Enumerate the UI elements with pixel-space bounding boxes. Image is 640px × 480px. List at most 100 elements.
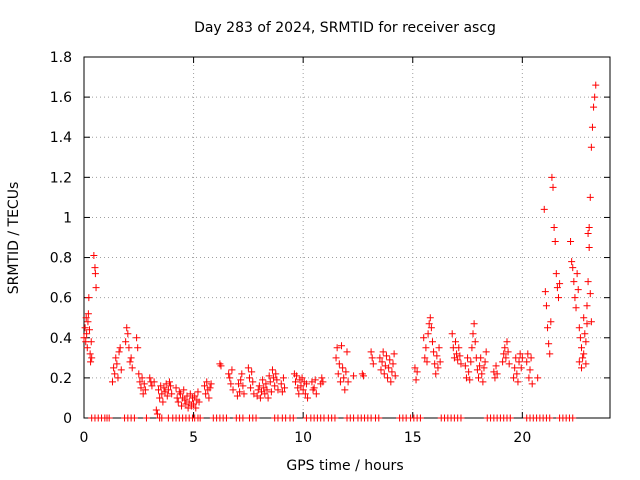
data-point <box>369 360 377 368</box>
data-point <box>178 402 186 410</box>
data-point <box>473 366 481 374</box>
data-point <box>421 354 429 362</box>
data-point <box>301 390 309 398</box>
data-point <box>228 366 236 374</box>
data-point <box>340 374 348 382</box>
data-point <box>571 294 579 302</box>
data-point <box>423 358 431 366</box>
data-point <box>90 252 98 260</box>
data-point <box>112 354 120 362</box>
data-point <box>477 354 485 362</box>
data-point <box>376 354 384 362</box>
data-point <box>469 330 477 338</box>
data-point <box>568 258 576 266</box>
data-point <box>85 326 93 334</box>
data-point <box>549 183 557 191</box>
data-point <box>514 378 522 386</box>
data-point <box>159 398 167 406</box>
data-point <box>123 324 131 332</box>
data-point <box>413 368 421 376</box>
data-point <box>126 358 134 366</box>
data-point <box>588 123 596 131</box>
data-point <box>436 358 444 366</box>
data-point <box>105 414 113 422</box>
data-point <box>583 320 591 328</box>
data-point <box>127 354 135 362</box>
data-point <box>582 338 590 346</box>
data-point <box>585 244 593 252</box>
data-point <box>91 270 99 278</box>
data-point <box>291 378 299 386</box>
data-point <box>528 380 536 388</box>
x-tick-label: 5 <box>189 430 198 446</box>
data-point <box>430 348 438 356</box>
data-point <box>575 358 583 366</box>
data-point <box>203 378 211 386</box>
data-point <box>222 414 230 422</box>
data-point <box>248 368 256 376</box>
data-point <box>226 374 234 382</box>
data-point <box>153 410 161 418</box>
data-point <box>238 370 246 378</box>
data-point <box>416 414 424 422</box>
data-point <box>375 414 383 422</box>
data-point <box>272 370 280 378</box>
data-point <box>335 360 343 368</box>
data-point <box>122 338 130 346</box>
data-point <box>448 330 456 338</box>
data-point <box>382 352 390 360</box>
data-point <box>133 334 141 342</box>
data-point <box>113 360 121 368</box>
data-point <box>160 384 168 392</box>
data-point <box>554 294 562 302</box>
data-point <box>108 378 116 386</box>
data-point <box>310 384 318 392</box>
data-point <box>186 390 194 398</box>
data-point <box>156 394 164 402</box>
chart-title: Day 283 of 2024, SRMTID for receiver asc… <box>194 20 496 36</box>
data-point <box>136 378 144 386</box>
data-point <box>380 370 388 378</box>
data-point <box>239 414 247 422</box>
data-point <box>264 394 272 402</box>
data-point <box>569 414 577 422</box>
data-point <box>115 348 123 356</box>
data-point <box>527 354 535 362</box>
data-point <box>432 370 440 378</box>
data-point <box>262 380 270 388</box>
data-point <box>479 378 487 386</box>
data-point <box>185 398 193 406</box>
y-tick-label: 0.4 <box>50 331 72 347</box>
data-point <box>88 354 96 362</box>
data-point <box>341 386 349 394</box>
data-point <box>368 354 376 362</box>
data-point <box>92 284 100 292</box>
data-point <box>196 414 204 422</box>
data-point <box>207 380 215 388</box>
data-point <box>524 350 532 358</box>
data-point <box>311 376 319 384</box>
data-point <box>110 364 118 372</box>
data-point <box>268 366 276 374</box>
data-point <box>164 386 172 394</box>
data-point <box>247 384 255 392</box>
data-point <box>174 398 182 406</box>
data-point <box>517 364 525 372</box>
data-point <box>165 378 173 386</box>
data-point <box>391 372 399 380</box>
data-point <box>237 376 245 384</box>
data-point <box>491 374 499 382</box>
data-points <box>80 81 600 422</box>
data-point <box>227 380 235 388</box>
data-point <box>455 344 463 352</box>
data-point <box>505 360 513 368</box>
data-point <box>81 324 89 332</box>
data-point <box>85 294 93 302</box>
data-point <box>435 344 443 352</box>
data-point <box>587 318 595 326</box>
y-tick-label: 1.4 <box>50 130 72 146</box>
data-point <box>584 278 592 286</box>
y-axis-label: SRMTID / TECUs <box>6 182 22 295</box>
data-point <box>451 338 459 346</box>
